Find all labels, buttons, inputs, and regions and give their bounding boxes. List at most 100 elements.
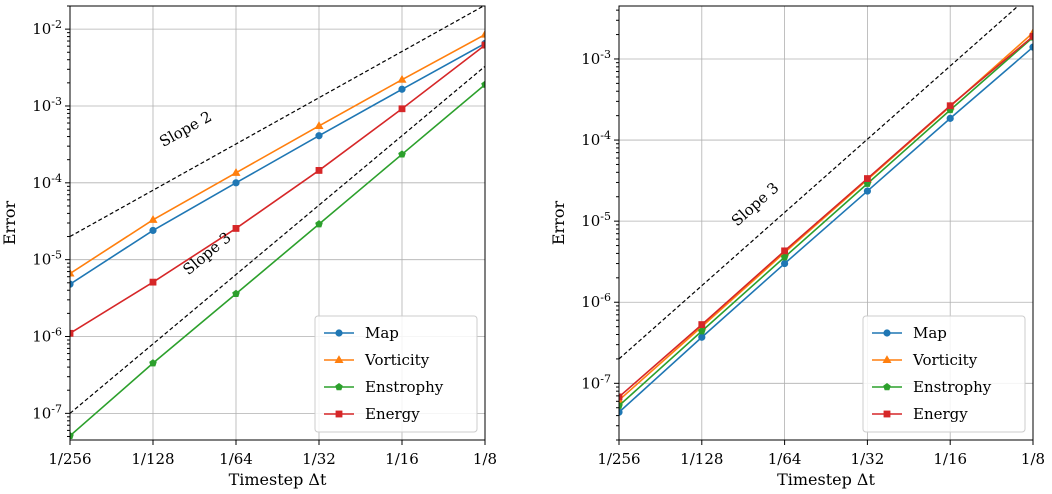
data-point-enstrophy (698, 327, 706, 335)
legend-box (314, 315, 478, 433)
legend-label-vorticity: Vorticity (364, 351, 430, 369)
data-point-energy (863, 175, 871, 182)
series-line-vorticity (70, 33, 485, 275)
legend: Map Vorticity Enstrophy Energy (314, 315, 478, 433)
series-group (619, 28, 1033, 416)
series-line-energy (70, 44, 485, 335)
data-point-energy (398, 105, 406, 113)
legend-marker-enstrophy (883, 383, 891, 391)
data-point-energy (1029, 32, 1033, 40)
data-point-map (149, 226, 157, 235)
data-point-energy (781, 247, 788, 255)
data-point-vorticity (480, 29, 485, 38)
y-tick-label: 10-4 (32, 172, 62, 192)
data-point-map (1029, 43, 1033, 51)
data-point-energy (149, 278, 157, 286)
reference-line (70, 65, 485, 414)
data-point-enstrophy (398, 150, 406, 158)
data-point-map (698, 333, 706, 341)
data-point-map (315, 132, 323, 140)
slope-annotation: Slope 3 (728, 179, 783, 230)
legend-label-vorticity: Vorticity (912, 351, 978, 369)
reference-line (70, 6, 485, 238)
legend-marker-energy (883, 410, 891, 418)
data-point-vorticity (231, 168, 241, 176)
data-point-map (619, 408, 623, 416)
plot-frame (618, 5, 1034, 441)
data-point-map (398, 85, 406, 93)
reference-lines (619, 6, 1019, 360)
data-point-enstrophy (619, 401, 623, 409)
y-axis-label: Error (549, 201, 568, 246)
x-axis-label: Timestep Δt (229, 470, 327, 489)
legend-marker-enstrophy (335, 383, 343, 391)
x-tick-label: 1/256 (597, 450, 640, 468)
data-point-enstrophy (780, 253, 789, 261)
data-point-map (232, 179, 240, 187)
chart-panel-2: Slope 3 1/256 1/128 1/64 1/32 1/16 1/8 10-7 10-6… (549, 5, 1045, 489)
data-point-energy (946, 102, 954, 110)
series-line-map (70, 42, 485, 285)
data-point-vorticity (148, 215, 158, 223)
x-tick-label: 1/128 (680, 450, 723, 468)
data-point-map (946, 114, 954, 122)
legend-marker-map (335, 329, 343, 337)
data-point-map (863, 187, 872, 195)
legend-label-energy: Energy (365, 405, 420, 423)
x-tick-label: 1/64 (219, 450, 253, 468)
y-tick-label: 10-5 (32, 249, 62, 269)
y-axis-label: Error (0, 201, 19, 246)
data-point-enstrophy (70, 431, 74, 440)
legend-marker-energy (335, 410, 343, 418)
reference-line (619, 6, 1019, 360)
series-line-energy (619, 35, 1033, 398)
y-tick-label: 10-4 (581, 129, 611, 149)
series-line-enstrophy (70, 83, 485, 437)
y-tick-label: 10-7 (581, 372, 611, 392)
legend-marker-vorticity (334, 355, 344, 364)
y-tick-label: 10-2 (32, 18, 62, 38)
x-tick-label: 1/8 (1021, 450, 1045, 468)
x-tick-label: 1/32 (302, 450, 336, 468)
legend-marker-map (883, 329, 891, 337)
y-tick-label: 10-6 (32, 326, 62, 346)
y-tick-label: 10-3 (581, 48, 611, 68)
x-tick-label: 1/256 (48, 450, 91, 468)
data-point-energy (232, 225, 240, 232)
series-line-map (619, 46, 1033, 413)
y-tick-label: 10-6 (581, 291, 611, 311)
data-point-map (780, 259, 789, 268)
data-point-enstrophy (315, 220, 323, 228)
data-point-vorticity (70, 268, 75, 277)
legend-label-energy: Energy (913, 405, 968, 423)
x-tick-label: 1/64 (768, 450, 802, 468)
legend-label-map: Map (365, 324, 399, 342)
data-point-vorticity (397, 74, 407, 83)
legend: Map Vorticity Enstrophy Energy (862, 315, 1026, 433)
chart-panel-1: Slope 2 Slope 3 1/256 1/128 1/64 1/32 1/16 1/8 1… (0, 5, 497, 489)
legend-label-map: Map (913, 324, 947, 342)
x-tick-label: 1/16 (933, 450, 967, 468)
slope-annotation: Slope 2 (156, 107, 214, 150)
y-tick-label: 10-5 (581, 210, 611, 230)
data-point-vorticity (314, 121, 324, 129)
data-point-energy (315, 167, 323, 174)
x-tick-label: 1/16 (385, 450, 419, 468)
reference-lines (70, 6, 485, 414)
y-tick-label: 10-7 (32, 402, 62, 422)
x-axis-label: Timestep Δt (777, 470, 875, 489)
slope-annotation: Slope 3 (179, 228, 234, 278)
x-tick-label: 1/32 (851, 450, 885, 468)
data-point-enstrophy (481, 80, 485, 88)
x-tick-label: 1/128 (131, 450, 174, 468)
data-point-enstrophy (149, 359, 157, 367)
series-group (70, 29, 485, 440)
data-point-energy (698, 321, 706, 328)
series-line-enstrophy (619, 36, 1033, 407)
legend-box (862, 315, 1026, 433)
legend-label-enstrophy: Enstrophy (365, 378, 444, 396)
x-tick-label: 1/8 (473, 450, 497, 468)
data-point-enstrophy (232, 289, 240, 297)
y-tick-label: 10-3 (32, 95, 62, 115)
